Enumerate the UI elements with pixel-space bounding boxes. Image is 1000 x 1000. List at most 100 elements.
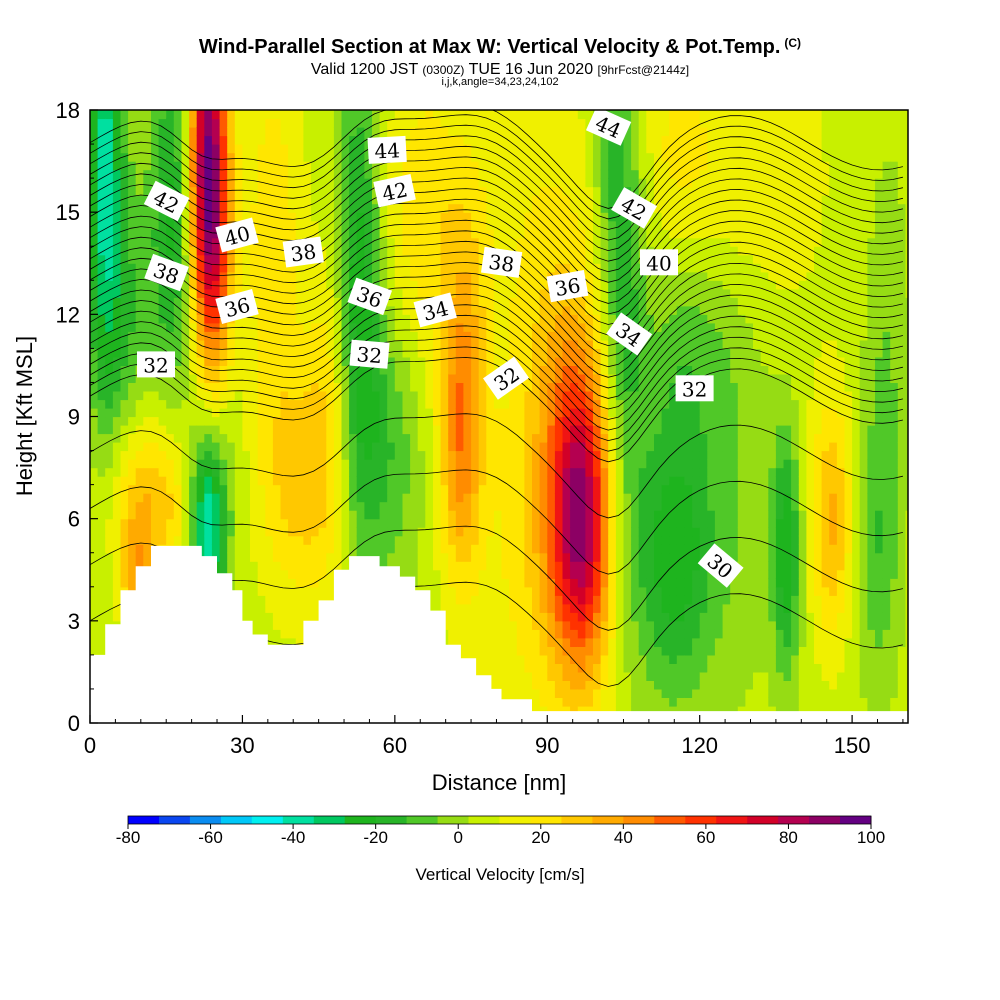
velocity-cell — [455, 212, 464, 222]
velocity-cell — [341, 442, 350, 452]
velocity-cell — [600, 203, 609, 213]
velocity-cell — [280, 331, 289, 341]
velocity-cell — [272, 365, 282, 375]
velocity-cell — [532, 527, 541, 537]
velocity-cell — [112, 408, 122, 418]
velocity-cell — [280, 450, 289, 460]
velocity-cell — [311, 280, 320, 290]
velocity-cell — [143, 399, 152, 409]
velocity-cell — [158, 118, 167, 128]
velocity-cell — [433, 433, 442, 443]
velocity-cell — [341, 433, 350, 443]
velocity-cell — [394, 476, 403, 486]
velocity-cell — [509, 416, 518, 426]
velocity-cell — [318, 442, 327, 452]
velocity-cell — [166, 399, 175, 409]
velocity-cell — [272, 595, 282, 605]
velocity-cell — [97, 203, 106, 213]
velocity-cell — [250, 399, 259, 409]
velocity-cell — [356, 433, 365, 443]
velocity-cell — [417, 135, 426, 145]
velocity-cell — [349, 280, 358, 290]
velocity-cell — [105, 161, 114, 171]
velocity-cell — [585, 484, 594, 494]
velocity-cell — [486, 450, 495, 460]
velocity-cell — [372, 433, 381, 443]
velocity-cell — [440, 152, 449, 162]
velocity-cell — [318, 127, 327, 137]
velocity-cell — [478, 288, 487, 298]
velocity-cell — [387, 254, 396, 264]
velocity-cell — [349, 433, 358, 443]
velocity-cell — [219, 280, 228, 290]
velocity-cell — [318, 433, 327, 443]
velocity-cell — [417, 416, 426, 426]
velocity-cell — [455, 186, 464, 196]
velocity-cell — [554, 169, 564, 179]
velocity-cell — [250, 263, 259, 273]
velocity-cell — [562, 144, 571, 154]
velocity-cell — [318, 535, 327, 545]
velocity-cell — [356, 365, 365, 375]
velocity-cell — [303, 297, 312, 307]
velocity-cell — [471, 178, 480, 188]
velocity-cell — [577, 535, 586, 545]
velocity-cell — [585, 663, 594, 673]
velocity-cell — [97, 586, 106, 596]
velocity-cell — [364, 442, 373, 452]
velocity-cell — [562, 688, 571, 698]
velocity-cell — [250, 118, 259, 128]
velocity-cell — [128, 271, 137, 281]
velocity-cell — [265, 263, 274, 273]
velocity-cell — [425, 442, 434, 452]
velocity-cell — [326, 297, 335, 307]
velocity-cell — [219, 169, 228, 179]
velocity-cell — [166, 110, 175, 120]
velocity-cell — [554, 110, 564, 120]
velocity-cell — [349, 305, 358, 315]
velocity-cell — [562, 450, 571, 460]
velocity-cell — [387, 365, 396, 375]
velocity-cell — [90, 365, 99, 375]
velocity-cell — [227, 382, 236, 392]
velocity-cell — [204, 169, 213, 179]
velocity-cell — [608, 629, 617, 639]
velocity-cell — [326, 552, 335, 562]
velocity-cell — [593, 382, 602, 392]
velocity-cell — [532, 331, 541, 341]
velocity-cell — [288, 212, 297, 222]
velocity-cell — [532, 603, 541, 613]
velocity-cell — [135, 501, 144, 511]
velocity-cell — [189, 476, 198, 486]
velocity-cell — [585, 493, 594, 503]
velocity-cell — [128, 127, 137, 137]
velocity-cell — [600, 637, 609, 647]
velocity-cell — [509, 586, 518, 596]
velocity-cell — [394, 373, 403, 383]
velocity-cell — [379, 484, 388, 494]
velocity-cell — [410, 203, 419, 213]
velocity-cell — [189, 365, 198, 375]
velocity-cell — [448, 569, 457, 579]
velocity-cell — [516, 544, 525, 554]
velocity-cell — [356, 246, 365, 256]
velocity-cell — [501, 314, 510, 324]
velocity-cell — [295, 603, 304, 613]
velocity-cell — [471, 339, 480, 349]
velocity-cell — [493, 110, 503, 120]
velocity-cell — [562, 305, 571, 315]
velocity-cell — [211, 305, 221, 315]
velocity-cell — [539, 110, 548, 120]
velocity-cell — [105, 450, 114, 460]
velocity-cell — [410, 561, 419, 571]
velocity-cell — [608, 297, 617, 307]
velocity-cell — [311, 450, 320, 460]
velocity-cell — [585, 629, 594, 639]
velocity-cell — [600, 603, 609, 613]
velocity-cell — [547, 586, 556, 596]
velocity-cell — [120, 476, 129, 486]
velocity-cell — [265, 144, 274, 154]
velocity-cell — [608, 399, 617, 409]
velocity-cell — [463, 637, 472, 647]
velocity-cell — [516, 654, 525, 664]
